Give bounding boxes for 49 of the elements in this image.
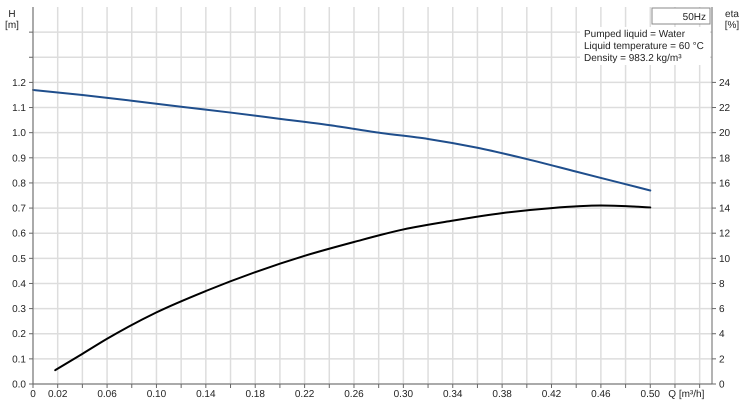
y2-tick-label: 20 <box>719 128 731 140</box>
y2-tick-label: 10 <box>719 254 731 265</box>
line-series <box>32 88 652 192</box>
y2-tick-label: 2 <box>719 354 725 366</box>
annotation: Pumped liquid = Water <box>584 29 686 40</box>
annotation: 50Hz <box>682 12 706 23</box>
y2-tick-label: 0 <box>719 380 725 390</box>
x-tick-label: 0 <box>30 389 36 400</box>
y-tick-label: 0.1 <box>12 354 26 366</box>
y-tick-label: 0.6 <box>12 228 26 240</box>
y2-tick-label: 6 <box>719 304 725 316</box>
x-tick-label: 0.34 <box>443 389 463 400</box>
y2-tick-label: 12 <box>719 228 731 240</box>
x-tick-label: 0.14 <box>196 389 216 400</box>
x-tick-label: 0.22 <box>294 389 315 400</box>
x-tick-label: 0.38 <box>492 389 512 400</box>
x-tick-label: 0.50 <box>640 389 660 400</box>
x-tick-label: 0.46 <box>591 389 612 400</box>
y-tick-label: 0.7 <box>12 204 26 215</box>
y2-tick-label: 16 <box>719 178 731 190</box>
y-tick-label: 0.9 <box>12 153 26 164</box>
y-tick-label: 0.5 <box>12 254 26 265</box>
x-tick-label: 0.06 <box>97 389 118 400</box>
x-tick-label: 0.30 <box>394 389 414 400</box>
line-series <box>54 204 652 372</box>
y-tick-label: 0.0 <box>12 380 26 390</box>
y2-tick-label: 24 <box>719 78 731 89</box>
x-tick-label: 0.10 <box>146 389 167 400</box>
y-tick-label: 1.1 <box>12 103 26 114</box>
y2-tick-label: 18 <box>719 153 731 164</box>
y-tick-label: 1.2 <box>12 78 26 89</box>
y2-tick-label: 14 <box>719 204 731 215</box>
y2-tick-label: 8 <box>719 278 725 290</box>
annotation: Density = 983.2 kg/m³ <box>584 53 682 64</box>
y2-axis-title: eta [%] <box>724 9 740 31</box>
x-tick-label: 0.26 <box>344 389 364 400</box>
y2-tick-label: 4 <box>719 329 725 340</box>
y-tick-label: 0.8 <box>12 178 26 190</box>
y2-tick-label: 22 <box>719 103 731 114</box>
x-tick-label: 0.02 <box>48 389 68 400</box>
annotation: Liquid temperature = 60 °C <box>584 41 704 52</box>
y-tick-label: 0.3 <box>12 304 26 316</box>
y-tick-label: 0.2 <box>12 329 26 340</box>
y-tick-label: 0.4 <box>12 278 26 290</box>
x-tick-label: 0.18 <box>245 389 266 400</box>
y-tick-label: 1.0 <box>12 128 26 140</box>
x-axis-title: Q [m³/h] <box>668 389 705 400</box>
x-tick-label: 0.42 <box>542 389 562 400</box>
y-axis-title: H [m] <box>5 9 20 31</box>
